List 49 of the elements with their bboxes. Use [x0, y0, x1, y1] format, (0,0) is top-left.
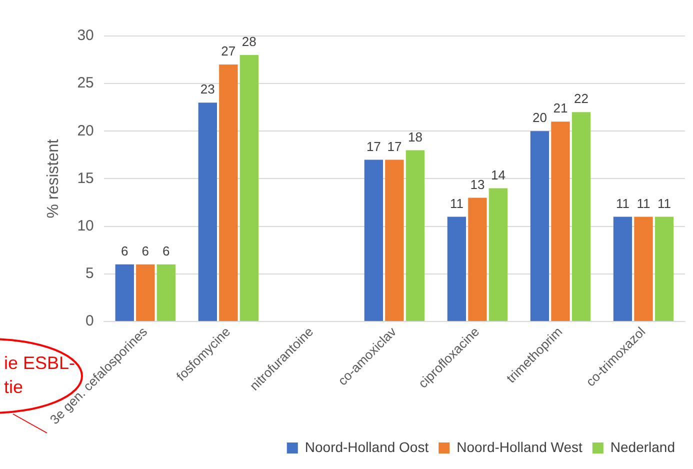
y-tick-label: 0 — [86, 312, 94, 330]
bar — [240, 55, 259, 321]
bar — [136, 264, 155, 321]
bar — [447, 216, 466, 321]
bar — [634, 216, 653, 321]
bar — [385, 160, 404, 321]
data-label: 6 — [121, 243, 128, 258]
data-label: 27 — [221, 44, 236, 59]
data-label: 18 — [408, 129, 422, 144]
bar — [551, 122, 570, 321]
text: ie ESBL- — [4, 352, 76, 373]
y-tick-label: 30 — [77, 27, 94, 44]
bar — [219, 64, 238, 321]
legend-label: Nederland — [610, 438, 676, 455]
legend-label: Noord-Holland West — [456, 438, 583, 455]
data-label: 11 — [636, 196, 650, 211]
data-label: 17 — [387, 138, 402, 154]
data-label: 20 — [532, 110, 547, 126]
bar — [156, 264, 176, 321]
data-label: 11 — [450, 196, 464, 211]
data-label: 6 — [142, 243, 150, 258]
y-tick-label: 10 — [77, 217, 94, 234]
y-tick-label: 25 — [77, 74, 94, 92]
text: tie — [4, 376, 24, 397]
y-tick-label: 5 — [86, 265, 94, 282]
legend-label: Noord-Holland Oost — [304, 438, 429, 455]
bar — [364, 160, 384, 321]
data-label: 17 — [366, 138, 381, 154]
data-label: 21 — [553, 100, 568, 116]
bar — [468, 198, 487, 321]
y-tick-label: 15 — [77, 170, 94, 187]
bar — [406, 150, 425, 321]
bar — [613, 216, 632, 321]
data-label: 11 — [657, 196, 671, 211]
data-label: 28 — [242, 34, 256, 50]
data-label: 13 — [470, 176, 485, 192]
y-tick-label: 20 — [77, 122, 94, 140]
data-label: 23 — [200, 82, 215, 97]
data-label: 14 — [490, 167, 506, 182]
bar — [198, 102, 217, 321]
bar — [530, 131, 550, 321]
bar — [115, 264, 134, 321]
data-label: 22 — [574, 91, 588, 106]
bar — [572, 112, 591, 321]
data-label: 11 — [616, 196, 630, 211]
bar — [654, 216, 674, 321]
y-axis-title: % resistent — [45, 138, 62, 218]
bar — [488, 188, 508, 321]
data-label: 6 — [162, 243, 170, 258]
